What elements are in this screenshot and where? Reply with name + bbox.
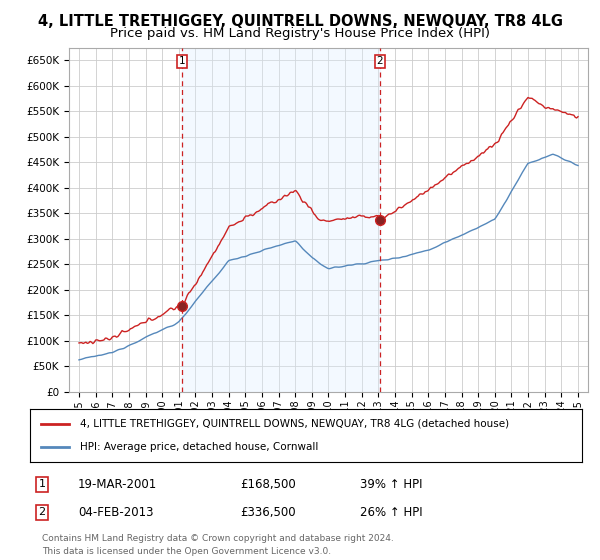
Text: 2: 2 — [377, 57, 383, 67]
Text: 39% ↑ HPI: 39% ↑ HPI — [360, 478, 422, 491]
Text: 1: 1 — [179, 57, 185, 67]
Text: £168,500: £168,500 — [240, 478, 296, 491]
Text: 1: 1 — [38, 479, 46, 489]
Text: 19-MAR-2001: 19-MAR-2001 — [78, 478, 157, 491]
Text: Price paid vs. HM Land Registry's House Price Index (HPI): Price paid vs. HM Land Registry's House … — [110, 27, 490, 40]
Text: HPI: Average price, detached house, Cornwall: HPI: Average price, detached house, Corn… — [80, 442, 318, 452]
Text: 4, LITTLE TRETHIGGEY, QUINTRELL DOWNS, NEWQUAY, TR8 4LG (detached house): 4, LITTLE TRETHIGGEY, QUINTRELL DOWNS, N… — [80, 419, 509, 429]
Text: 26% ↑ HPI: 26% ↑ HPI — [360, 506, 422, 519]
Text: 4, LITTLE TRETHIGGEY, QUINTRELL DOWNS, NEWQUAY, TR8 4LG: 4, LITTLE TRETHIGGEY, QUINTRELL DOWNS, N… — [37, 14, 563, 29]
Text: £336,500: £336,500 — [240, 506, 296, 519]
Text: This data is licensed under the Open Government Licence v3.0.: This data is licensed under the Open Gov… — [42, 547, 331, 556]
Text: 2: 2 — [38, 507, 46, 517]
Bar — [182, 48, 380, 392]
Text: 04-FEB-2013: 04-FEB-2013 — [78, 506, 154, 519]
Text: Contains HM Land Registry data © Crown copyright and database right 2024.: Contains HM Land Registry data © Crown c… — [42, 534, 394, 543]
